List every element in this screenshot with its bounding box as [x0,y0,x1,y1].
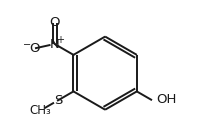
Text: O: O [50,16,60,29]
Text: OH: OH [157,93,177,106]
Text: −: − [23,40,31,50]
Text: O: O [29,42,40,55]
Text: CH₃: CH₃ [30,104,52,117]
Text: N: N [50,38,60,51]
Text: S: S [54,94,62,107]
Text: +: + [56,35,64,45]
